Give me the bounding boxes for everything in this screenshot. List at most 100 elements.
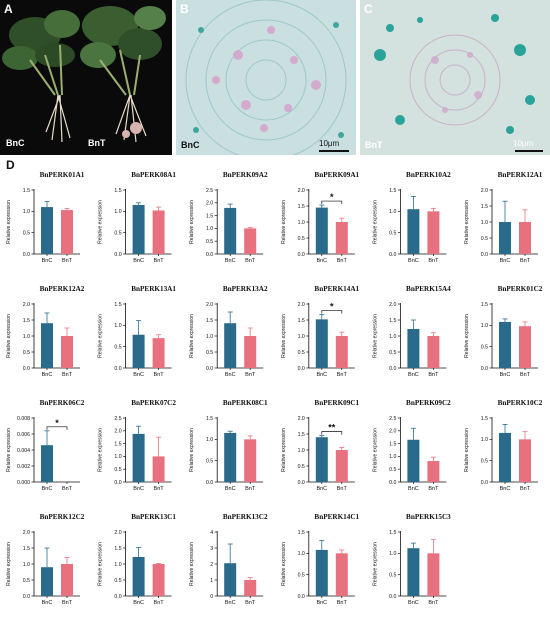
y-tick-label: 1.5 [389,530,396,536]
bar-bnt [244,336,257,368]
y-tick-label: 1.5 [114,546,121,552]
y-tick-label: 2.0 [206,201,213,207]
y-tick-label: 1.5 [298,318,305,324]
x-tick-label: BnT [62,372,73,378]
leaf-shape [2,46,38,70]
significance-bracket [321,200,343,205]
bar-bnt [61,564,73,596]
x-tick-label: BnT [245,372,256,378]
x-tick-label: BnC [408,600,419,606]
y-tick-label: 0.5 [298,464,305,470]
leaf-shape [118,28,162,60]
x-tick-label: BnC [133,258,144,264]
y-tick-label: 2.0 [114,429,121,435]
significance-bracket [321,431,343,435]
y-tick-label: 0.0 [23,252,30,258]
x-tick-label: BnC [133,486,144,492]
y-tick-label: 1.0 [23,209,30,215]
panel-c-micrograph: C BnT 10μm [360,0,550,155]
y-axis-label: Relative expression [6,200,12,244]
y-axis-label: Relative expression [189,200,195,244]
y-tick-label: 2.0 [298,188,305,194]
y-axis-label: Relative expression [372,200,378,244]
y-tick-label: 0.0 [389,366,396,372]
bar-bnt [335,450,348,482]
y-tick-label: 1.5 [481,416,488,422]
y-tick-label: 0.5 [114,230,121,236]
x-tick-label: BnT [62,486,73,492]
chart-title: BnPERK13A1 [131,285,176,293]
y-tick-label: 1.0 [298,448,305,454]
y-tick-label: 1.5 [389,188,396,194]
y-tick-label: 0.0 [114,480,121,486]
bnt-tag-c: BnT [365,140,383,150]
x-tick-label: BnC [408,258,419,264]
x-tick-label: BnT [520,258,531,264]
y-tick-label: 1.0 [206,226,213,232]
y-axis-label: Relative expression [189,428,195,472]
y-tick-label: 0.5 [206,239,213,245]
chart-title: BnPERK12C2 [40,513,85,521]
y-axis-label: Relative expression [372,314,378,358]
panel-a-photo: A BnC BnT [0,0,172,155]
bar-bnt [152,456,165,482]
y-tick-label: 1.0 [389,551,396,557]
x-tick-label: BnC [316,372,327,378]
y-tick-label: 0.0 [389,252,396,258]
x-tick-label: BnT [154,372,165,378]
chart-title: BnPERK14C1 [314,513,359,521]
y-tick-label: 1.5 [23,188,30,194]
y-tick-label: 1.5 [298,530,305,536]
y-axis-label: Relative expression [281,542,287,586]
significance-label: * [55,418,59,428]
y-tick-label: 0.0 [481,480,488,486]
bar-bnt [61,210,73,254]
scale-label-c: 10μm [513,139,534,148]
bar-bnt [427,461,440,482]
bar-bnt [244,439,257,482]
y-axis-label: Relative expression [6,314,12,358]
y-axis-label: Relative expression [189,314,195,358]
tissue-section-bnc [176,0,356,155]
bar-bnc [224,207,237,254]
y-tick-label: 0.0 [23,594,30,600]
x-tick-label: BnT [245,258,256,264]
y-tick-label: 0.5 [114,344,121,350]
expression-bar-charts: BnPERK01A1 Relative expression 0.0 0.5 1.0 1.… [6,171,543,606]
y-tick-label: 1.5 [298,204,305,210]
x-tick-label: BnC [42,600,53,606]
x-tick-label: BnT [62,258,73,264]
y-axis-label: Relative expression [281,200,287,244]
y-tick-label: 2.0 [23,302,30,308]
y-tick-label: 0.0 [298,594,305,600]
leaf-shape [134,6,166,30]
y-tick-label: 0.0 [114,366,121,372]
x-tick-label: BnC [42,258,53,264]
bar-bnc [407,209,420,254]
scale-bar-c [515,150,543,152]
panel-b-micrograph: B BnC 10μm [176,0,356,155]
x-tick-label: BnC [133,600,144,606]
y-tick-label: 2.5 [206,188,213,194]
bar-bnt [335,222,348,254]
y-tick-label: 0.0 [298,366,305,372]
x-tick-label: BnT [428,372,439,378]
y-tick-label: 0.5 [298,350,305,356]
bar-bnt [152,210,165,254]
bar-bnt [152,338,165,368]
y-axis-label: Relative expression [464,200,470,244]
bar-bnc [224,432,237,482]
panel-label-d: D [6,158,15,172]
x-tick-label: BnT [154,600,165,606]
y-tick-label: 1.0 [23,334,30,340]
y-tick-label: 1.0 [481,220,488,226]
bar-bnc [132,204,145,254]
bar-bnt [335,553,348,596]
bar-bnt [427,553,440,596]
y-tick-label: 2.0 [389,429,396,435]
x-tick-label: BnC [133,372,144,378]
y-axis-label: Relative expression [372,542,378,586]
y-tick-label: 1.0 [206,437,213,443]
y-tick-label: 0.5 [23,578,30,584]
root-nodule [130,122,142,134]
